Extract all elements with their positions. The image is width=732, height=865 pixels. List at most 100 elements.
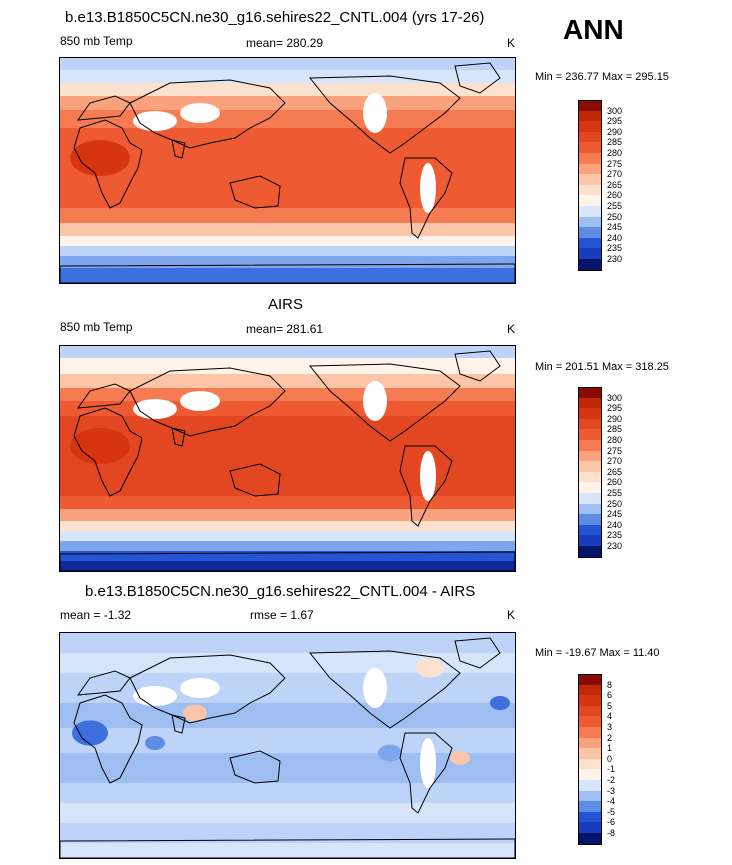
colorbar-label: 295	[607, 116, 623, 127]
continent-outline	[399, 445, 453, 527]
colorbar-label: 280	[607, 435, 623, 445]
colorbar-label: 235	[607, 530, 623, 541]
continent-outline	[60, 263, 515, 283]
panel-1-map-field	[60, 58, 515, 283]
map-anomaly	[183, 704, 207, 722]
colorbar-label: 5	[607, 700, 613, 711]
colorbar-label: 275	[607, 158, 623, 169]
continent-outline	[229, 463, 281, 497]
colorbar-label: 250	[607, 498, 623, 509]
continent-outline	[73, 407, 143, 497]
panel-1-units-label: K	[507, 36, 516, 50]
map-band	[60, 70, 515, 83]
colorbar-swatch	[578, 259, 602, 271]
continent-outline	[454, 637, 501, 669]
colorbar-label: 240	[607, 232, 623, 243]
map-missing-data	[363, 381, 387, 421]
map-band	[60, 703, 515, 728]
colorbar-label: 2	[607, 732, 613, 743]
map-missing-data	[180, 391, 220, 411]
map-missing-data	[420, 451, 436, 501]
map-missing-data	[420, 163, 436, 213]
colorbar-label: 275	[607, 445, 623, 456]
colorbar-label: 8	[607, 679, 613, 690]
map-band	[60, 843, 515, 858]
colorbar-swatch	[578, 833, 602, 845]
continent-outline	[60, 838, 515, 858]
panel-2-title: AIRS	[268, 296, 304, 313]
continent-outline	[171, 714, 186, 734]
panel-3-mean-label: mean = -1.32	[60, 608, 132, 622]
continent-outline	[454, 350, 501, 382]
map-band	[60, 531, 515, 541]
map-band	[60, 96, 515, 110]
map-band	[60, 496, 515, 509]
continent-outline	[129, 367, 286, 437]
panel-2-units-label: K	[507, 322, 516, 336]
continent-outline	[454, 62, 501, 94]
panel-2-map	[59, 345, 516, 572]
map-hotspot	[70, 428, 130, 464]
colorbar-label: 265	[607, 466, 623, 477]
map-band	[60, 728, 515, 753]
map-band	[60, 551, 515, 561]
continent-outline	[308, 650, 461, 729]
continent-outline	[229, 175, 281, 209]
continent-outline	[129, 654, 286, 724]
colorbar-label: -2	[607, 775, 616, 785]
colorbar-label: -6	[607, 817, 616, 828]
map-anomaly	[72, 720, 108, 746]
map-missing-data	[180, 678, 220, 698]
colorbar-label: 250	[607, 211, 623, 222]
colorbar-label: 265	[607, 179, 623, 190]
map-band	[60, 416, 515, 496]
continent-outline	[308, 363, 461, 442]
map-band	[60, 388, 515, 401]
continent-outline	[308, 75, 461, 154]
colorbar-label: 245	[607, 509, 623, 520]
map-band	[60, 521, 515, 531]
colorbar-label: 300	[607, 392, 623, 403]
panel-3-colorbar: 8 6 5 4 3 2 1 0 -1 -2 -3 -4 -5 -6 -8	[578, 674, 638, 855]
colorbar-label: 285	[607, 137, 623, 148]
continent-outline	[171, 427, 186, 447]
colorbar-label: -1	[607, 764, 616, 775]
panel-1-variable-label: 850 mb Temp	[60, 34, 133, 48]
panel-1-title: b.e13.B1850C5CN.ne30_g16.sehires22_CNTL.…	[65, 9, 485, 26]
colorbar-label: -4	[607, 796, 616, 807]
continent-outline	[399, 732, 453, 814]
map-band	[60, 803, 515, 823]
colorbar-label: 240	[607, 519, 623, 530]
map-band	[60, 208, 515, 223]
continent-outline	[129, 79, 286, 149]
map-band	[60, 783, 515, 803]
panel-1-colorbar: 300 295 290 285 280 275 270 265 260 255 250 245 240 2…	[578, 100, 638, 281]
map-missing-data	[363, 668, 387, 708]
map-band	[60, 753, 515, 783]
continent-outline	[229, 750, 281, 784]
map-anomaly	[490, 696, 510, 710]
map-missing-data	[420, 738, 436, 788]
colorbar-label: 245	[607, 222, 623, 233]
colorbar-label: 235	[607, 243, 623, 254]
colorbar-label: 3	[607, 722, 613, 732]
map-anomaly	[450, 751, 470, 765]
continent-outline	[60, 551, 515, 571]
panel-3-map-field	[60, 633, 515, 858]
colorbar-label: 280	[607, 148, 623, 158]
map-band	[60, 401, 515, 416]
map-band	[60, 346, 515, 358]
panel-1-map	[59, 57, 516, 284]
map-band	[60, 236, 515, 246]
colorbar-label: 255	[607, 201, 623, 211]
panel-2-mean-label: mean= 281.61	[246, 322, 324, 336]
continent-outline	[171, 139, 186, 159]
colorbar-label: -3	[607, 785, 616, 796]
colorbar-label: 300	[607, 105, 623, 116]
map-band	[60, 256, 515, 268]
panel-1-mean-label: mean= 280.29	[246, 36, 324, 50]
colorbar-label: 260	[607, 190, 623, 201]
map-band	[60, 223, 515, 236]
panel-1-minmax: Min = 236.77 Max = 295.15	[535, 71, 669, 83]
colorbar-label: 260	[607, 477, 623, 488]
